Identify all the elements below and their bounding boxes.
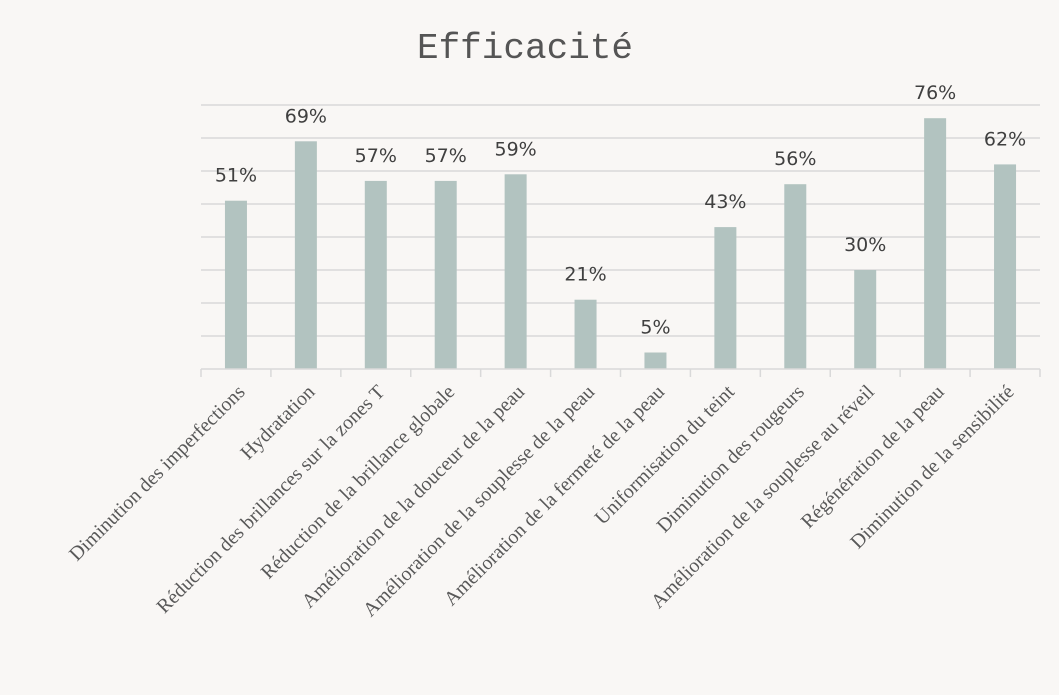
bar (504, 174, 527, 369)
bar (994, 164, 1017, 369)
x-axis (200, 368, 1041, 377)
data-label: 51% (215, 165, 257, 187)
bar (784, 184, 807, 369)
chart-title: Efficacité (417, 28, 633, 69)
bar (294, 141, 317, 369)
bar (924, 118, 947, 369)
bar (434, 180, 457, 369)
data-label: 21% (564, 264, 606, 286)
bar (714, 227, 737, 369)
data-label: 76% (914, 82, 956, 104)
data-label: 69% (285, 105, 327, 127)
x-tick-labels: Diminution des imperfectionsHydratationR… (65, 381, 1019, 622)
bar (644, 352, 667, 369)
data-label: 56% (774, 148, 816, 170)
gridlines (201, 104, 1040, 337)
data-label: 43% (704, 191, 746, 213)
data-label: 30% (844, 234, 886, 256)
bar (574, 299, 597, 369)
data-label: 57% (425, 145, 467, 167)
bar (224, 200, 247, 369)
data-label: 62% (984, 128, 1026, 150)
data-label: 57% (355, 145, 397, 167)
bar (854, 270, 877, 369)
bar (364, 180, 387, 369)
data-label: 59% (495, 138, 537, 160)
x-tick-label: Uniformisation du teint (591, 381, 740, 530)
bars (224, 118, 1017, 369)
data-label: 5% (640, 317, 670, 339)
data-labels: 51% 69% 57% 57% 59% 21% 5% 43% 56% 30% 76% 62% (215, 82, 1026, 338)
